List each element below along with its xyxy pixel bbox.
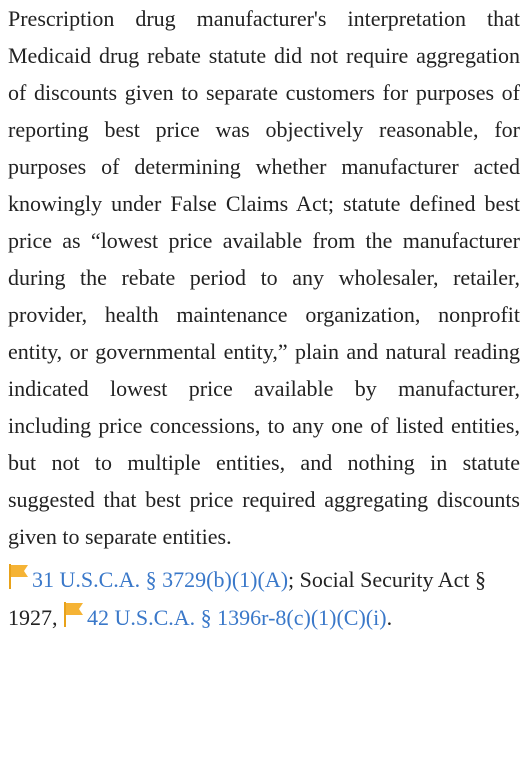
flag-icon	[9, 564, 28, 589]
headnote: Prescription drug manufacturer's interpr…	[8, 6, 520, 637]
citation-text: .	[386, 605, 393, 630]
citation-text: ; Social Security Act § 1927,	[8, 567, 486, 630]
headnote-text: Prescription drug manufacturer's interpr…	[8, 6, 520, 549]
citation-link[interactable]: 42 U.S.C.A. § 1396r-8(c)(1)(C)(i)	[87, 605, 387, 630]
citations: 31 U.S.C.A. § 3729(b)(1)(A); Social Secu…	[8, 561, 520, 637]
flag-icon	[64, 602, 83, 627]
citation-link[interactable]: 31 U.S.C.A. § 3729(b)(1)(A)	[32, 567, 289, 592]
